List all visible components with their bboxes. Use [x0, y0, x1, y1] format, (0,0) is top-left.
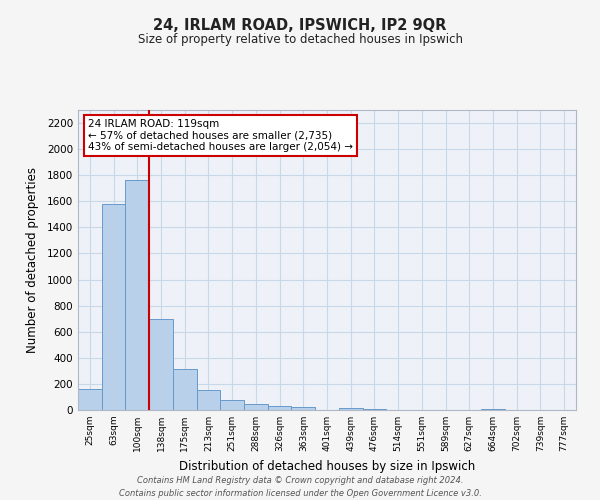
Text: Contains HM Land Registry data © Crown copyright and database right 2024.
Contai: Contains HM Land Registry data © Crown c… [119, 476, 481, 498]
Text: 24 IRLAM ROAD: 119sqm
← 57% of detached houses are smaller (2,735)
43% of semi-d: 24 IRLAM ROAD: 119sqm ← 57% of detached … [88, 119, 353, 152]
Bar [220, 400, 244, 410]
Bar [292, 408, 315, 410]
Bar [339, 408, 362, 410]
Text: 24, IRLAM ROAD, IPSWICH, IP2 9QR: 24, IRLAM ROAD, IPSWICH, IP2 9QR [154, 18, 446, 32]
Bar [268, 406, 292, 410]
Bar [173, 369, 197, 410]
Bar [125, 180, 149, 410]
Bar [362, 408, 386, 410]
Bar [102, 204, 125, 410]
Bar [78, 389, 102, 410]
Text: Size of property relative to detached houses in Ipswich: Size of property relative to detached ho… [137, 32, 463, 46]
Bar [244, 404, 268, 410]
Bar [481, 408, 505, 410]
X-axis label: Distribution of detached houses by size in Ipswich: Distribution of detached houses by size … [179, 460, 475, 472]
Bar [197, 390, 220, 410]
Y-axis label: Number of detached properties: Number of detached properties [26, 167, 38, 353]
Bar [149, 318, 173, 410]
